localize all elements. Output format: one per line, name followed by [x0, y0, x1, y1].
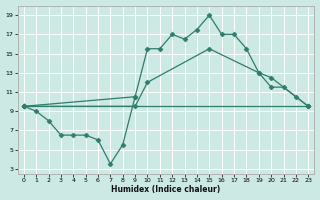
X-axis label: Humidex (Indice chaleur): Humidex (Indice chaleur) [111, 185, 221, 194]
